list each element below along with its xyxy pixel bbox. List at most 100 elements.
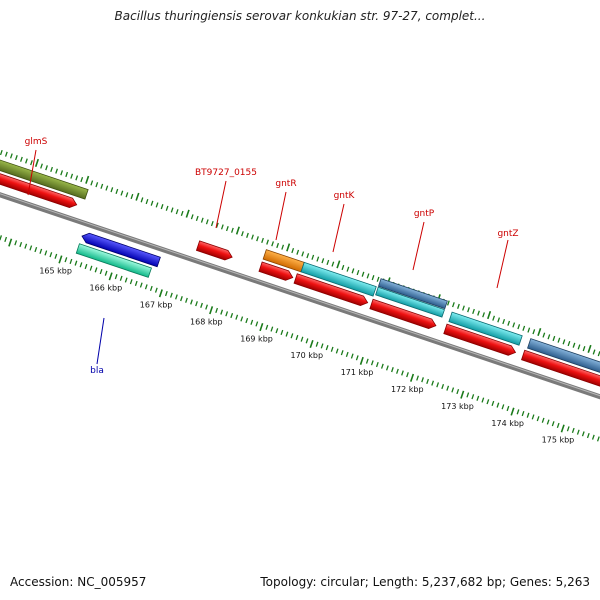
- minor-tick: [380, 363, 384, 369]
- minor-tick: [471, 394, 475, 400]
- major-tick: [108, 272, 113, 281]
- minor-tick: [64, 257, 68, 263]
- minor-tick: [311, 254, 315, 260]
- feature-bla[interactable]: [80, 231, 161, 268]
- cds-gntz[interactable]: [443, 323, 517, 357]
- minor-tick: [225, 226, 229, 232]
- minor-tick: [506, 405, 510, 412]
- minor-tick: [276, 242, 280, 249]
- minor-tick: [255, 321, 259, 327]
- minor-tick: [50, 166, 53, 173]
- minor-tick: [452, 302, 455, 308]
- minor-tick: [596, 436, 600, 442]
- cds-bt9727-0155[interactable]: [195, 240, 233, 262]
- gene-label-gntk[interactable]: gntK: [334, 191, 356, 201]
- minor-tick: [391, 367, 394, 373]
- minor-tick: [572, 342, 576, 348]
- gene-label-gntr[interactable]: gntR: [275, 179, 296, 189]
- minor-tick: [340, 350, 344, 356]
- feature-gntp-steel[interactable]: [377, 278, 448, 310]
- cds-gntr[interactable]: [258, 261, 294, 282]
- minor-tick: [552, 335, 556, 342]
- minor-tick: [320, 343, 324, 349]
- minor-tick: [129, 279, 133, 285]
- minor-tick: [115, 188, 119, 194]
- minor-tick: [356, 269, 360, 276]
- map-title: Bacillus thuringiensis serovar konkukian…: [114, 9, 486, 23]
- minor-tick: [477, 310, 480, 316]
- minor-tick: [240, 316, 244, 322]
- gene-label-gntp[interactable]: gntP: [414, 209, 435, 219]
- minor-tick: [124, 277, 128, 283]
- minor-tick: [280, 329, 284, 336]
- major-tick: [235, 226, 240, 235]
- minor-tick: [406, 372, 409, 378]
- minor-tick: [154, 287, 158, 293]
- feature-gntp-cyan[interactable]: [375, 286, 445, 318]
- feature-mint[interactable]: [75, 243, 152, 278]
- minor-tick: [522, 325, 526, 331]
- minor-tick: [325, 345, 329, 351]
- minor-tick: [385, 365, 389, 371]
- cds-gntk[interactable]: [293, 273, 369, 308]
- kbp-label: 171 kbp: [341, 368, 374, 377]
- minor-tick: [256, 236, 259, 242]
- minor-tick: [370, 360, 374, 366]
- minor-tick: [160, 204, 164, 210]
- gene-label-bla[interactable]: bla: [90, 366, 104, 376]
- minor-tick: [350, 353, 354, 359]
- topology-label: Topology: circular; Length: 5,237,682 bp…: [260, 575, 590, 589]
- minor-tick: [19, 241, 23, 248]
- minor-tick: [361, 271, 365, 277]
- cds-right[interactable]: [520, 349, 600, 400]
- minor-tick: [491, 400, 495, 407]
- major-tick: [58, 255, 63, 264]
- minor-tick: [271, 241, 275, 247]
- minor-tick: [114, 274, 118, 280]
- minor-tick: [501, 404, 505, 410]
- minor-tick: [315, 341, 319, 347]
- minor-tick: [375, 361, 379, 368]
- minor-tick: [49, 252, 53, 258]
- callout-bla: [96, 317, 105, 365]
- minor-tick: [512, 322, 516, 328]
- genome-backbone: [0, 188, 600, 408]
- minor-tick: [24, 243, 28, 249]
- minor-tick: [54, 253, 58, 259]
- minor-tick: [457, 303, 460, 309]
- gene-label-glms[interactable]: glmS: [25, 137, 48, 147]
- kbp-label: 175 kbp: [542, 436, 575, 445]
- minor-tick: [330, 346, 334, 352]
- feature-steel-right[interactable]: [527, 338, 600, 387]
- cds-arrow[interactable]: [0, 171, 78, 210]
- minor-tick: [4, 236, 8, 243]
- minor-tick: [110, 187, 114, 193]
- minor-tick: [14, 155, 18, 161]
- major-tick: [510, 407, 515, 416]
- major-tick: [336, 260, 341, 269]
- kbp-label: 166 kbp: [90, 284, 123, 293]
- gene-label-gntz[interactable]: gntZ: [497, 229, 518, 239]
- feature-olive[interactable]: [0, 159, 89, 200]
- minor-tick: [0, 149, 3, 156]
- minor-tick: [155, 202, 159, 208]
- minor-tick: [366, 273, 370, 279]
- minor-tick: [562, 339, 566, 345]
- callout-gntz: [496, 239, 509, 289]
- minor-tick: [90, 180, 94, 186]
- feature-gntz[interactable]: [448, 311, 523, 346]
- minor-tick: [261, 237, 264, 244]
- major-tick: [410, 373, 415, 382]
- minor-tick: [451, 387, 455, 393]
- minor-tick: [79, 262, 83, 268]
- minor-tick: [281, 244, 285, 250]
- cds-gntp[interactable]: [369, 298, 438, 330]
- minor-tick: [180, 210, 184, 216]
- minor-tick: [144, 284, 148, 290]
- callout-gntr: [275, 191, 287, 241]
- gene-label-bt9727-0155[interactable]: BT9727_0155: [195, 168, 257, 178]
- feature-gntk[interactable]: [300, 261, 377, 297]
- minor-tick: [496, 402, 500, 408]
- minor-tick: [70, 173, 74, 179]
- kbp-label-row: 165 kbp 166 kbp 167 kbp 168 kbp 169 kbp 170 k…: [39, 267, 575, 445]
